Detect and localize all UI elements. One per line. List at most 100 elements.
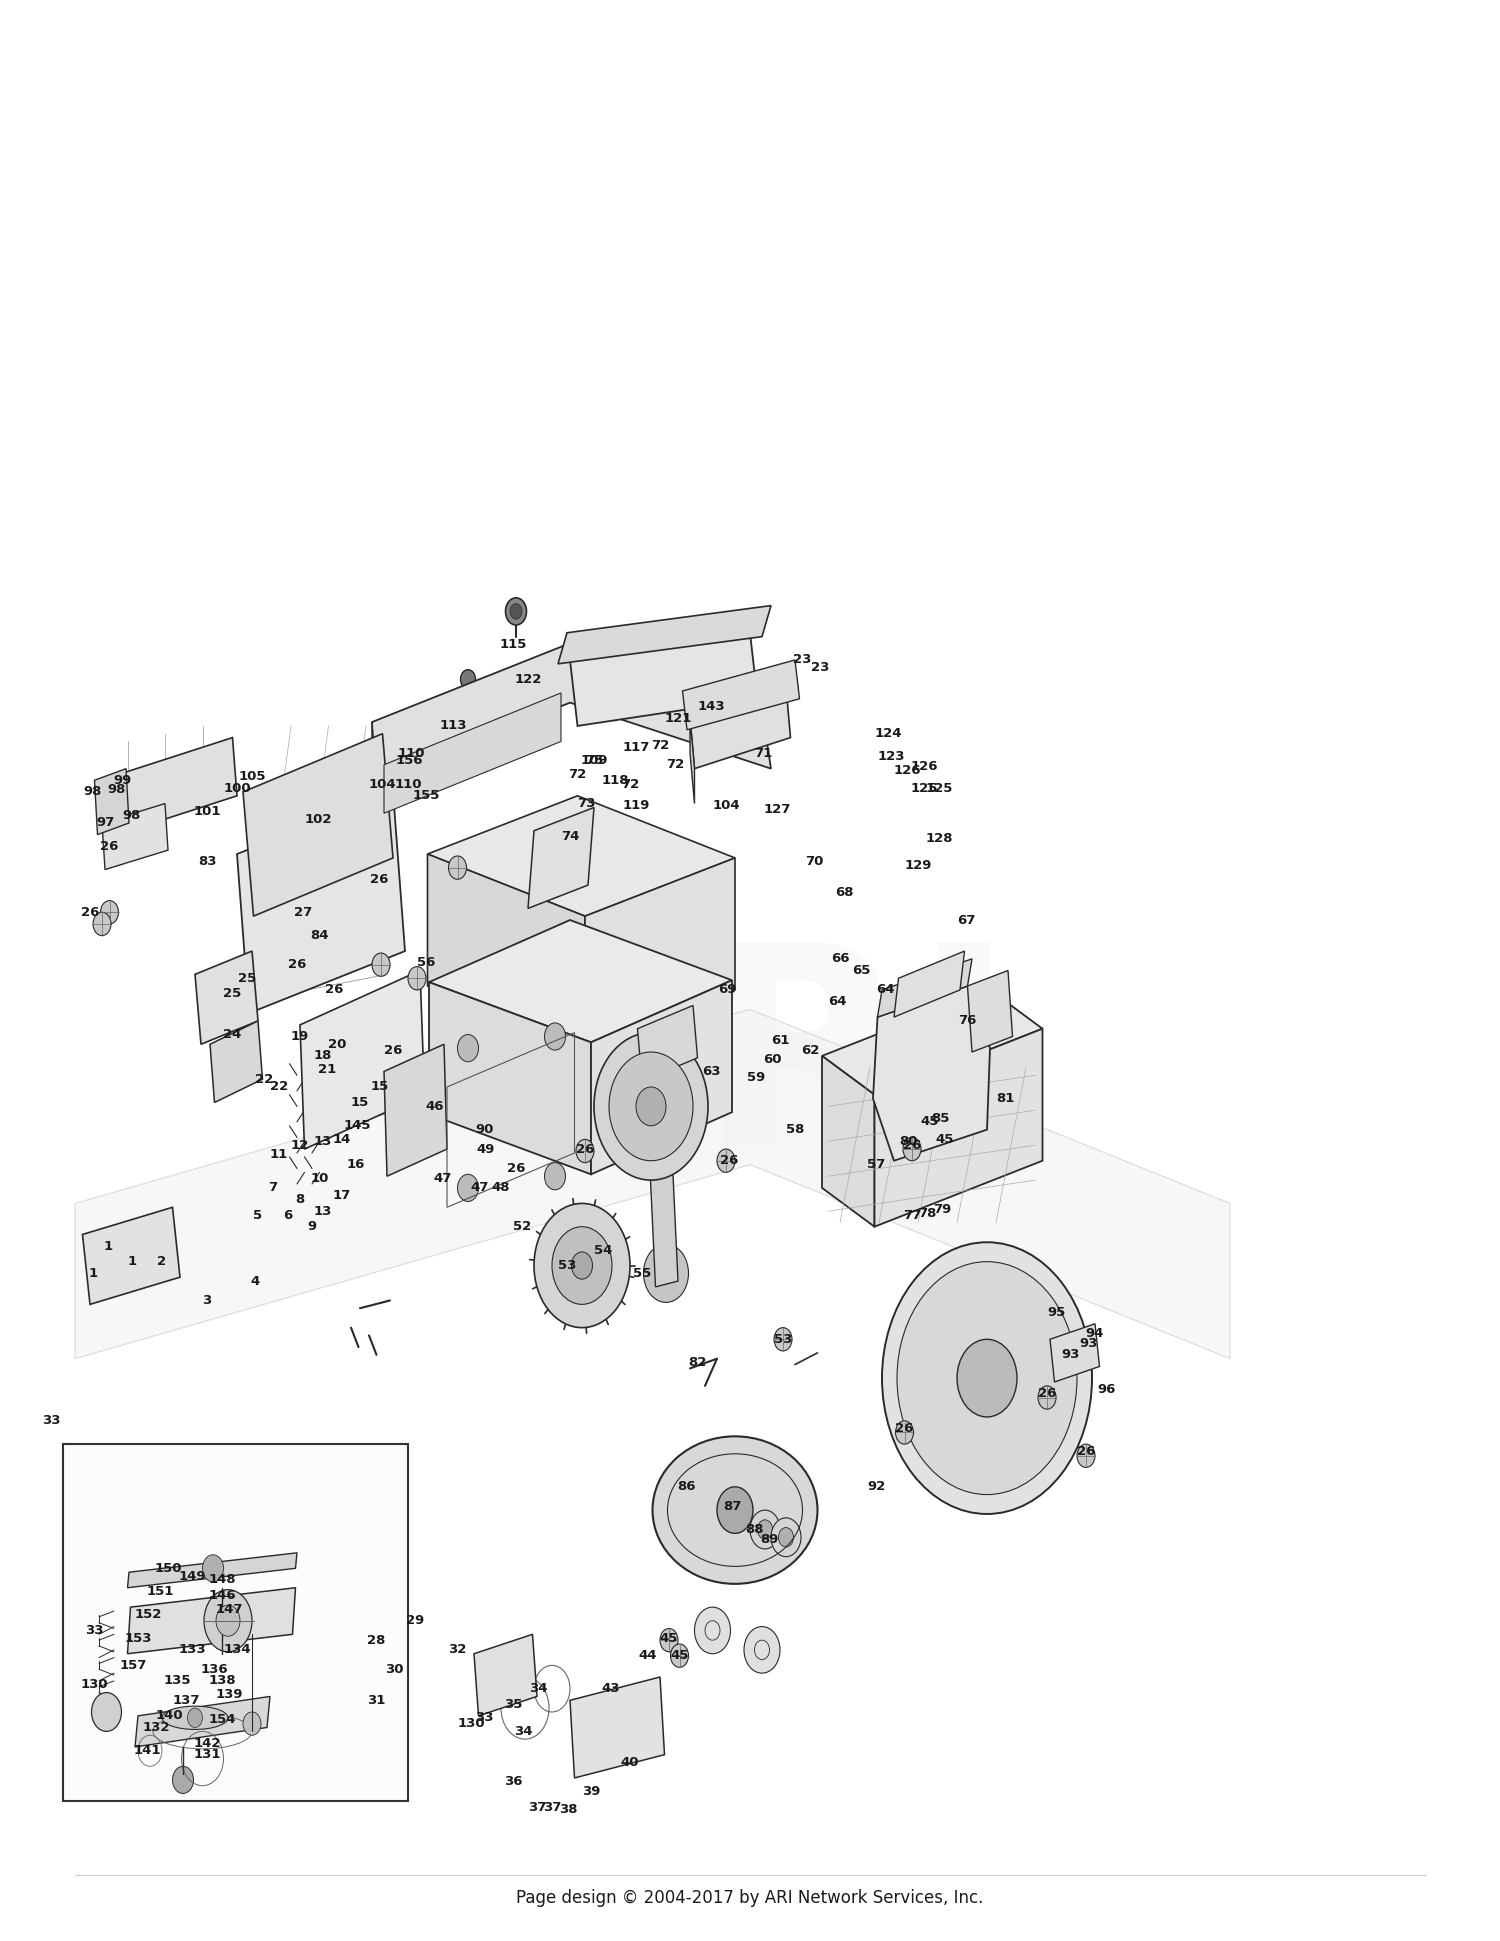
Text: 8: 8: [296, 1194, 304, 1205]
Text: 140: 140: [156, 1710, 183, 1722]
Text: 156: 156: [396, 755, 423, 767]
Circle shape: [774, 1328, 792, 1351]
Circle shape: [506, 598, 526, 625]
Polygon shape: [372, 644, 771, 780]
Text: 98: 98: [108, 784, 126, 796]
Circle shape: [694, 1607, 730, 1654]
Text: 105: 105: [238, 771, 266, 782]
Text: 44: 44: [639, 1650, 657, 1661]
Text: 64: 64: [876, 984, 894, 996]
Polygon shape: [195, 951, 258, 1044]
Text: 39: 39: [582, 1786, 600, 1797]
Ellipse shape: [897, 1262, 1077, 1495]
Polygon shape: [690, 718, 694, 804]
Circle shape: [510, 604, 522, 619]
Circle shape: [140, 1236, 160, 1264]
Text: 45: 45: [921, 1116, 939, 1128]
Text: 31: 31: [368, 1694, 386, 1706]
Circle shape: [572, 1252, 592, 1279]
Text: 58: 58: [786, 1124, 804, 1135]
Circle shape: [92, 1693, 122, 1731]
Circle shape: [202, 1555, 223, 1582]
Text: 123: 123: [878, 751, 904, 763]
Ellipse shape: [652, 1436, 818, 1584]
Text: 34: 34: [530, 1683, 548, 1694]
Polygon shape: [528, 807, 594, 908]
Text: 126: 126: [894, 765, 921, 776]
Text: 154: 154: [209, 1714, 236, 1726]
Text: 10: 10: [310, 1172, 328, 1184]
Circle shape: [754, 716, 776, 743]
Polygon shape: [102, 804, 168, 870]
Text: 5: 5: [254, 1209, 262, 1221]
Text: 26: 26: [326, 984, 344, 996]
Text: 26: 26: [720, 1155, 738, 1167]
Circle shape: [642, 1054, 678, 1101]
Polygon shape: [128, 1588, 296, 1654]
Text: 126: 126: [910, 761, 938, 773]
Circle shape: [903, 1137, 921, 1161]
Text: 46: 46: [426, 1101, 444, 1112]
Text: 137: 137: [172, 1694, 200, 1706]
Circle shape: [894, 1044, 960, 1130]
Circle shape: [660, 1628, 678, 1652]
Text: 38: 38: [560, 1803, 578, 1815]
Circle shape: [243, 1712, 261, 1735]
Text: 72: 72: [568, 769, 586, 780]
Text: 73: 73: [578, 798, 596, 809]
Polygon shape: [1050, 1324, 1100, 1382]
Text: 11: 11: [270, 1149, 288, 1161]
Circle shape: [771, 1518, 801, 1557]
Text: 83: 83: [198, 856, 216, 868]
Text: 26: 26: [288, 959, 306, 970]
Text: 20: 20: [328, 1038, 346, 1050]
Text: 81: 81: [996, 1093, 1014, 1104]
Text: 86: 86: [678, 1481, 696, 1493]
Text: 101: 101: [194, 806, 220, 817]
Circle shape: [544, 1023, 566, 1050]
Text: 22: 22: [270, 1081, 288, 1093]
Text: 141: 141: [134, 1745, 160, 1757]
Polygon shape: [570, 633, 758, 726]
Circle shape: [909, 1064, 945, 1110]
Text: 88: 88: [746, 1524, 764, 1535]
Text: 21: 21: [318, 1064, 336, 1075]
Text: 143: 143: [698, 701, 724, 712]
Text: 151: 151: [147, 1586, 174, 1597]
Text: 13: 13: [314, 1205, 332, 1217]
Text: 130: 130: [81, 1679, 108, 1691]
Circle shape: [488, 1652, 524, 1698]
Text: 99: 99: [114, 774, 132, 786]
Text: 148: 148: [209, 1574, 236, 1586]
Text: 104: 104: [369, 778, 396, 790]
Text: 64: 64: [828, 996, 846, 1007]
Text: 1: 1: [104, 1240, 112, 1252]
Circle shape: [372, 953, 390, 976]
Text: 53: 53: [774, 1333, 792, 1345]
Text: 36: 36: [504, 1776, 522, 1788]
Text: 26: 26: [507, 1163, 525, 1174]
Polygon shape: [237, 792, 405, 1013]
Text: 45: 45: [670, 1650, 688, 1661]
Text: 33: 33: [476, 1712, 494, 1724]
Polygon shape: [135, 1696, 270, 1747]
Circle shape: [204, 1590, 252, 1652]
Text: 115: 115: [500, 639, 526, 650]
Polygon shape: [384, 1044, 447, 1176]
Text: 56: 56: [417, 957, 435, 969]
Polygon shape: [968, 970, 1012, 1052]
Text: 26: 26: [576, 1143, 594, 1155]
Text: 79: 79: [933, 1203, 951, 1215]
Bar: [63, 1444, 408, 1801]
Polygon shape: [822, 1056, 874, 1227]
Circle shape: [537, 835, 573, 881]
Text: 68: 68: [836, 887, 854, 899]
Circle shape: [458, 1174, 478, 1201]
Text: 53: 53: [558, 1260, 576, 1271]
Text: 1: 1: [128, 1256, 136, 1267]
Text: 138: 138: [209, 1675, 236, 1687]
Circle shape: [594, 1033, 708, 1180]
Text: 66: 66: [831, 953, 849, 965]
Text: 29: 29: [406, 1615, 424, 1627]
Polygon shape: [75, 1009, 1230, 1359]
